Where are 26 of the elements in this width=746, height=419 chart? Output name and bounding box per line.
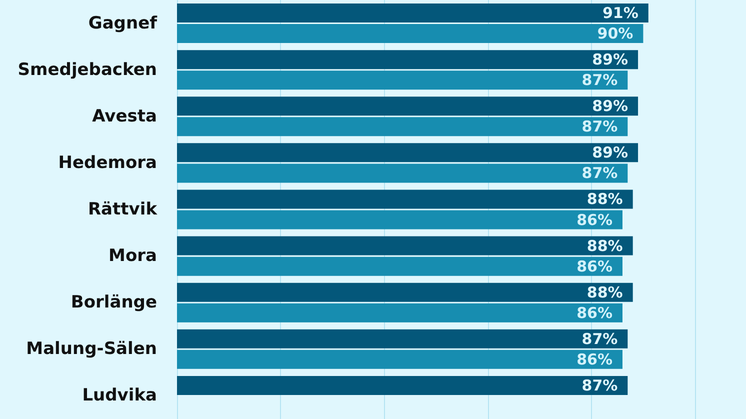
data-label: 88% (586, 190, 623, 208)
y-tick-label: Rättvik (88, 200, 158, 220)
data-label: 86% (576, 304, 612, 322)
data-label: 87% (582, 376, 618, 394)
data-label: 89% (592, 144, 628, 162)
y-tick-label: Hedemora (58, 152, 157, 173)
data-label: 90% (597, 24, 634, 43)
data-label: 86% (576, 257, 612, 276)
y-tick-label: Borlänge (70, 292, 157, 313)
data-label: 87% (582, 71, 618, 90)
y-tick-label: Smedjebacken (18, 60, 157, 80)
y-tick-label: Avesta (92, 106, 157, 126)
y-tick-label: Mora (108, 246, 157, 266)
data-label: 86% (576, 210, 612, 229)
data-label: 87% (582, 164, 618, 182)
data-label: 89% (592, 97, 628, 116)
y-tick-label: Gagnef (88, 13, 158, 34)
data-label: 89% (592, 50, 628, 69)
data-label: 87% (582, 330, 618, 348)
data-label: 88% (586, 236, 623, 255)
data-label: 86% (576, 350, 612, 368)
data-label: 91% (602, 4, 638, 22)
data-label: 88% (586, 283, 623, 302)
data-label: 87% (582, 118, 618, 136)
y-tick-label: Ludvika (82, 386, 157, 406)
y-tick-label: Malung-Sälen (26, 339, 157, 360)
